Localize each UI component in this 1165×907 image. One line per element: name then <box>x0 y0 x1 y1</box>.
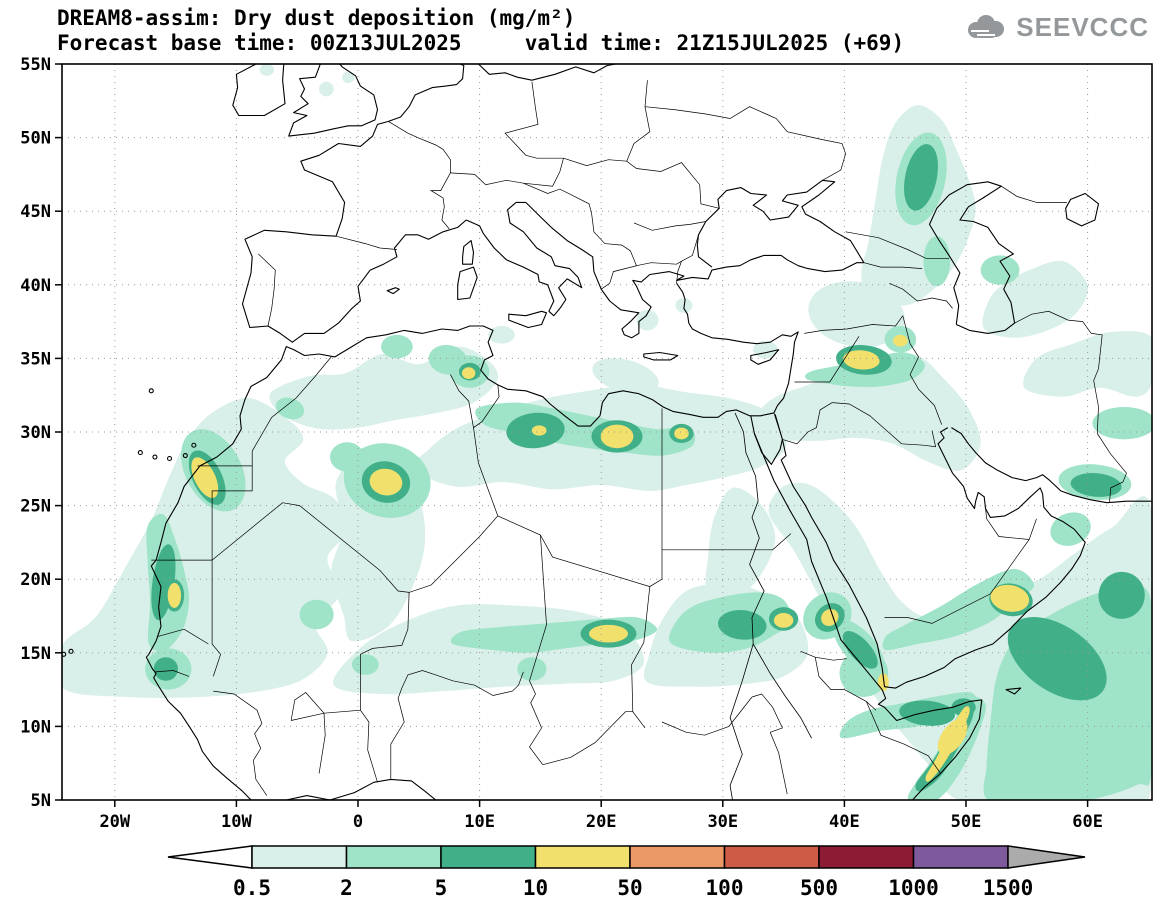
lat-tick-label: 25N <box>20 497 51 517</box>
lon-tick-label: 30E <box>707 812 738 832</box>
dust-contour <box>167 582 182 608</box>
colorbar-label: 0.5 <box>233 876 271 900</box>
colorbar-label: 500 <box>800 876 838 900</box>
colorbar-label: 100 <box>706 876 744 900</box>
dust-contour <box>531 425 547 436</box>
dust-contour <box>1092 406 1152 440</box>
dust-contour <box>369 468 403 496</box>
dust-contour <box>330 442 365 472</box>
dust-contour <box>600 424 634 449</box>
colorbar-segment <box>723 845 820 869</box>
plot-title: DREAM8-assim: Dry dust deposition (mg/m²… <box>57 6 576 30</box>
rivers <box>729 412 812 800</box>
colorbar-label: 1500 <box>983 876 1034 900</box>
lon-tick-label: 0 <box>353 812 363 832</box>
dust-contour <box>259 64 275 76</box>
dust-contour <box>1023 331 1152 397</box>
colorbar-label: 50 <box>617 876 642 900</box>
dust-contour <box>980 255 1020 285</box>
colorbar: 0.5 2 5 10 50 100 500 1000 1500 <box>167 845 1086 900</box>
dust-layer-10 <box>167 334 1030 782</box>
lat-tick-label: 40N <box>20 276 51 296</box>
colorbar-label: 5 <box>435 876 448 900</box>
lat-tick-label: 50N <box>20 129 51 149</box>
dust-contour <box>923 236 951 287</box>
lat-tick-label: 20N <box>20 570 51 590</box>
dust-contour <box>488 326 515 344</box>
dust-contour <box>842 631 878 669</box>
lat-tick-label: 45N <box>20 202 51 222</box>
lon-tick-label: 10E <box>464 812 495 832</box>
dust-contour <box>773 613 794 628</box>
colorbar-segment <box>629 845 726 869</box>
dust-contour <box>899 700 955 726</box>
dust-contour <box>517 657 547 681</box>
plot-subtitle: Forecast base time: 00Z13JUL2025 valid t… <box>57 31 905 55</box>
dust-contour <box>904 144 938 211</box>
lat-tick-label: 5N <box>31 791 51 811</box>
dust-contour <box>717 610 767 640</box>
seevccc-logo: SEEVCCC <box>963 12 1149 43</box>
dust-contour <box>351 654 379 675</box>
cloud-logo-icon <box>968 14 1005 38</box>
dust-contour <box>951 698 976 717</box>
dust-contour <box>674 427 689 440</box>
lat-tick-label: 30N <box>20 423 51 443</box>
lon-tick-label: 40E <box>829 812 860 832</box>
dust-contour <box>893 334 908 347</box>
map-content <box>62 64 1152 800</box>
dust-contour <box>982 260 1089 338</box>
colorbar-over-arrow <box>1007 845 1086 869</box>
lat-tick-label: 55N <box>20 55 51 75</box>
dust-contour <box>153 657 179 681</box>
country-borders <box>151 80 1127 796</box>
colorbar-segment <box>345 845 442 869</box>
colorbar-label: 1000 <box>888 876 939 900</box>
dust-contour <box>275 397 305 420</box>
dust-contour <box>744 353 981 471</box>
logo-text: SEEVCCC <box>1016 12 1149 42</box>
dust-contour <box>808 281 905 348</box>
dust-contour <box>636 309 659 331</box>
colorbar-segment <box>440 845 537 869</box>
dust-contour <box>592 358 659 395</box>
colorbar-segment <box>534 845 631 869</box>
colorbar-segment <box>251 845 348 869</box>
dust-contour <box>62 398 352 698</box>
colorbar-label: 2 <box>340 876 353 900</box>
dust-contour <box>1007 617 1107 701</box>
colorbar-segment <box>818 845 915 869</box>
colorbar-segment <box>912 845 1009 869</box>
dust-contour <box>461 367 476 380</box>
dust-contour <box>705 487 776 597</box>
lon-tick-label: 20W <box>99 812 130 832</box>
colorbar-label: 10 <box>523 876 548 900</box>
dust-contour <box>937 718 968 755</box>
dust-contour <box>319 81 334 97</box>
dust-contour <box>381 334 413 359</box>
lat-tick-label: 15N <box>20 644 51 664</box>
lat-tick-label: 10N <box>20 717 51 737</box>
lat-tick-label: 35N <box>20 349 51 369</box>
lon-tick-label: 60E <box>1072 812 1103 832</box>
dust-contour <box>299 599 334 630</box>
dust-contour <box>1098 571 1145 619</box>
axis-ticks: 55N 50N 45N 40N 35N 30N 25N 20N 15N 10N 5N 20W 10W 0 1… <box>20 55 1103 832</box>
dust-contour <box>342 71 355 84</box>
dust-contour <box>1070 473 1122 497</box>
colorbar-under-arrow <box>167 845 253 869</box>
coastlines <box>62 64 1152 800</box>
dust-contour <box>990 584 1030 612</box>
lon-tick-label: 50E <box>951 812 982 832</box>
dust-contour <box>843 350 880 370</box>
dust-contour <box>589 624 628 643</box>
lon-tick-label: 10W <box>221 812 252 832</box>
lon-tick-label: 20E <box>586 812 617 832</box>
